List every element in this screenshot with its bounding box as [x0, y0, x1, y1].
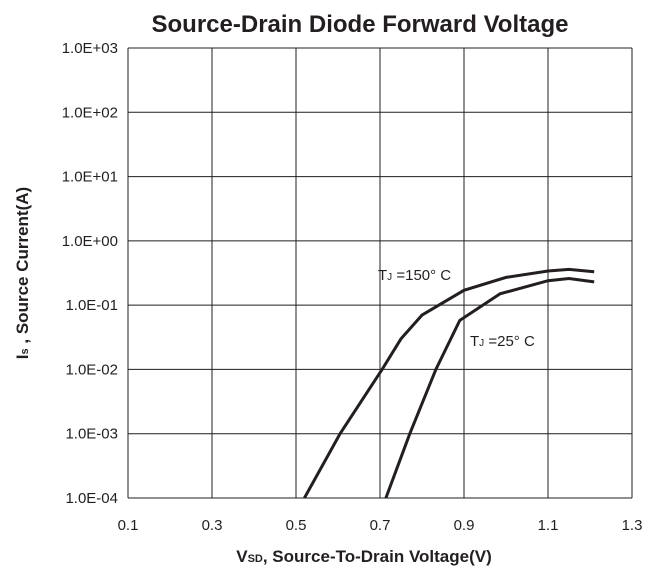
- annotation: TJ =150° C: [378, 267, 451, 284]
- annotation-part: =150° C: [392, 267, 451, 284]
- y-tick-label: 1.0E+00: [62, 233, 118, 250]
- y-tick-label: 1.0E+02: [62, 104, 118, 121]
- y-tick-label: 1.0E-02: [65, 361, 118, 378]
- x-tick-label: 0.9: [454, 517, 475, 534]
- annotation-part: J: [479, 338, 484, 349]
- x-tick-label: 0.3: [202, 517, 223, 534]
- y-tick-label: 1.0E-03: [65, 426, 118, 443]
- x-tick-label: 0.5: [286, 517, 307, 534]
- annotation-part: T: [378, 267, 387, 284]
- chart-title: Source-Drain Diode Forward Voltage: [152, 11, 569, 38]
- curve: [303, 267, 595, 499]
- x-tick-label: 0.1: [118, 517, 139, 534]
- y-axis-label: Is , Source Current(A): [13, 187, 32, 359]
- annotation: TJ =25° C: [470, 333, 535, 350]
- annotation-part: J: [387, 272, 392, 283]
- y-tick-label: 1.0E+01: [62, 169, 118, 186]
- curve: [384, 276, 595, 499]
- x-axis-label: VSD, Source-To-Drain Voltage(V): [236, 547, 492, 566]
- annotation-part: T: [470, 333, 479, 350]
- y-tick-label: 1.0E-04: [65, 490, 118, 507]
- x-tick-label: 1.3: [622, 517, 643, 534]
- x-tick-label: 1.1: [538, 517, 559, 534]
- y-tick-label: 1.0E+03: [62, 40, 118, 57]
- y-tick-label: 1.0E-01: [65, 297, 118, 314]
- x-tick-label: 0.7: [370, 517, 391, 534]
- annotation-part: =25° C: [484, 333, 535, 350]
